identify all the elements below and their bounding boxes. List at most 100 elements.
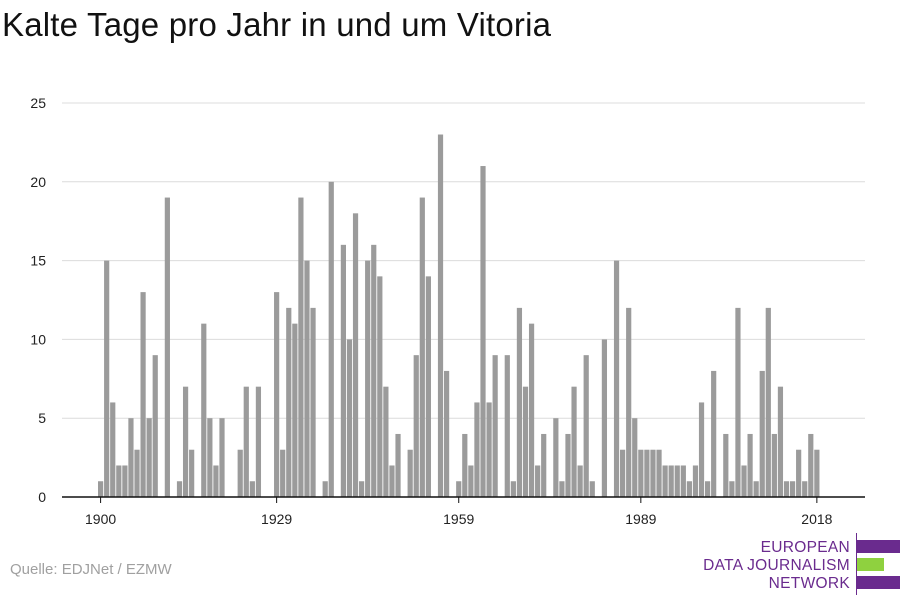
bar [777,386,784,497]
x-tick-label: 1929 [261,511,292,527]
bar [741,465,747,497]
bar [377,276,383,497]
y-tick-label: 15 [30,253,46,269]
bar [577,465,583,497]
bar [802,481,808,497]
bar [365,260,371,497]
y-tick-label: 25 [30,95,46,111]
y-tick-label: 20 [30,174,46,190]
edjnet-logo: EUROPEAN DATA JOURNALISM NETWORK [700,531,900,597]
bar [528,323,535,497]
bar [789,481,796,497]
bar [395,433,401,497]
y-tick-label: 0 [38,489,46,505]
bar [559,481,565,497]
bar [553,418,559,497]
bar [650,449,656,497]
bar [698,402,705,497]
x-tick-label: 1989 [625,511,656,527]
bar [286,307,292,497]
bar [468,465,474,497]
bar [189,449,195,497]
bar [486,402,492,497]
bar [322,481,328,497]
logo-bar-purple-top [857,540,900,553]
bar [759,370,765,497]
bar [310,307,316,497]
bar [686,481,692,497]
bar [814,449,820,497]
logo-line-european: EUROPEAN [760,539,850,556]
bar [613,260,620,497]
bar [237,449,243,497]
bar [443,370,450,497]
bar [765,307,771,497]
bar [176,481,183,497]
bar [723,433,729,497]
bar [243,386,249,497]
source-note: Quelle: EDJNet / EZMW [10,561,172,578]
bar [340,244,346,497]
bar [116,465,122,497]
bar [662,465,668,497]
chart-title: Kalte Tage pro Jahr in und um Vitoria [2,6,552,43]
bar [134,449,140,497]
bar [213,465,219,497]
bar [292,323,298,497]
bar [711,370,717,497]
bar [808,433,814,497]
bar [359,481,365,497]
x-tick-label: 2018 [801,511,832,527]
bar [207,418,213,497]
y-tick-label: 10 [30,331,46,347]
bar [516,307,523,497]
x-tick-label: 1959 [443,511,474,527]
bar [626,307,632,497]
bar [182,386,189,497]
bar [249,481,255,497]
bar [346,339,353,497]
bar [571,386,577,497]
bar [140,292,146,497]
bar [104,260,110,497]
bar [729,481,735,497]
bar [753,481,759,497]
bar [152,355,158,497]
bar [110,402,116,497]
bar [656,449,662,497]
x-tick-labels: 1900 1929 1959 1989 2018 [85,511,833,527]
bars [98,134,820,498]
y-tick-label: 5 [38,410,46,426]
bar [383,386,389,497]
bar [692,465,699,497]
bar [589,481,595,497]
grid-lines [62,102,865,419]
logo-line-data-journalism: DATA JOURNALISM [703,557,850,574]
bar [747,433,753,497]
bar [705,481,711,497]
y-tick-labels: 0 5 10 15 20 25 [30,95,46,505]
bar [274,292,280,497]
bar [771,433,777,497]
bar [352,213,359,497]
bar [735,307,741,497]
bar [474,402,480,497]
logo-bar-green [857,558,884,571]
bar [419,197,425,497]
bar [535,465,541,497]
bar [146,418,152,497]
logo-bar-purple-bottom [857,576,900,589]
bar [522,386,529,497]
bar [128,418,134,497]
bar [510,481,516,497]
bar [371,244,377,497]
bar [219,418,225,497]
logo-divider [856,533,857,595]
logo-line-network: NETWORK [768,575,850,592]
bar [280,449,286,497]
bar [462,433,468,497]
x-axis [62,496,865,503]
bar [407,449,413,497]
bar [796,449,802,497]
